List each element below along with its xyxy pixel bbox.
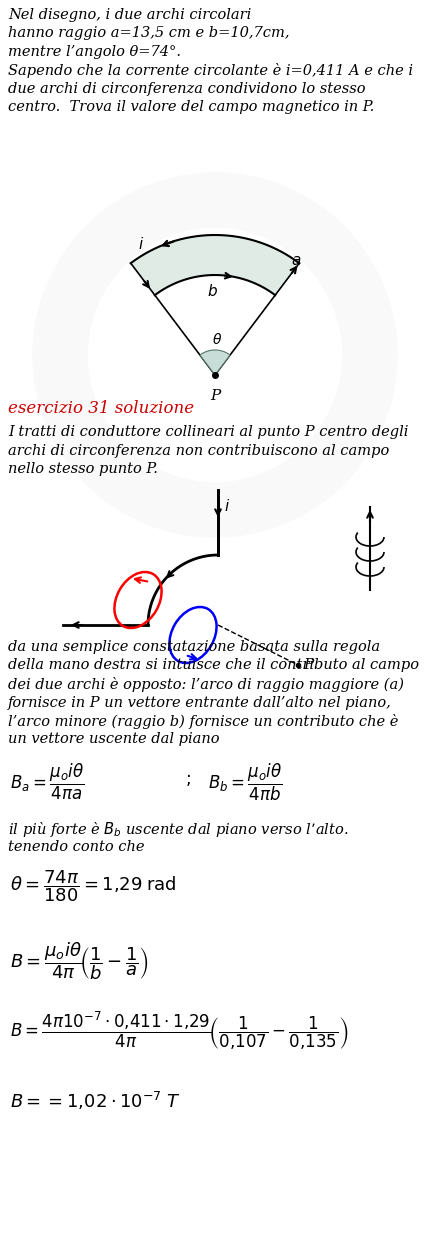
Text: $a$: $a$ bbox=[291, 254, 302, 267]
Text: un vettore uscente dal piano: un vettore uscente dal piano bbox=[8, 733, 219, 747]
Text: fornisce in P un vettore entrante dall’alto nel piano,: fornisce in P un vettore entrante dall’a… bbox=[8, 695, 392, 709]
Text: $B_a = \dfrac{\mu_o i\theta}{4\pi a}$: $B_a = \dfrac{\mu_o i\theta}{4\pi a}$ bbox=[10, 762, 84, 802]
Text: tenendo conto che: tenendo conto che bbox=[8, 840, 144, 853]
Text: da una semplice constatazione basata sulla regola: da una semplice constatazione basata sul… bbox=[8, 640, 380, 654]
Text: centro.  Trova il valore del campo magnetico in P.: centro. Trova il valore del campo magnet… bbox=[8, 100, 374, 114]
Text: l’arco minore (raggio b) fornisce un contributo che è: l’arco minore (raggio b) fornisce un con… bbox=[8, 714, 398, 729]
Text: due archi di circonferenza condividono lo stesso: due archi di circonferenza condividono l… bbox=[8, 82, 365, 95]
Text: $B = \dfrac{\mu_o i\theta}{4\pi}\!\left(\dfrac{1}{b} - \dfrac{1}{a}\right)$: $B = \dfrac{\mu_o i\theta}{4\pi}\!\left(… bbox=[10, 940, 149, 981]
Text: nello stesso punto P.: nello stesso punto P. bbox=[8, 462, 158, 476]
Text: $\theta = \dfrac{74\pi}{180} = 1{,}29 \; \mathrm{rad}$: $\theta = \dfrac{74\pi}{180} = 1{,}29 \;… bbox=[10, 868, 177, 904]
Text: $i$: $i$ bbox=[139, 236, 145, 252]
Text: $B == 1{,}02 \cdot 10^{-7} \; T$: $B == 1{,}02 \cdot 10^{-7} \; T$ bbox=[10, 1091, 181, 1112]
Text: $B = \dfrac{4\pi 10^{-7} \cdot 0{,}411 \cdot 1{,}29}{4\pi}\!\left(\dfrac{1}{0{,}: $B = \dfrac{4\pi 10^{-7} \cdot 0{,}411 \… bbox=[10, 1010, 349, 1052]
Text: $i$: $i$ bbox=[224, 498, 230, 515]
Text: $b$: $b$ bbox=[207, 284, 218, 299]
Text: P: P bbox=[210, 389, 220, 403]
Text: hanno raggio a=13,5 cm e b=10,7cm,: hanno raggio a=13,5 cm e b=10,7cm, bbox=[8, 26, 289, 40]
Text: $;$: $;$ bbox=[185, 771, 191, 788]
Text: Nel disegno, i due archi circolari: Nel disegno, i due archi circolari bbox=[8, 8, 251, 23]
Text: archi di circonferenza non contribuiscono al campo: archi di circonferenza non contribuiscon… bbox=[8, 443, 389, 458]
Text: dei due archi è opposto: l’arco di raggio maggiore (a): dei due archi è opposto: l’arco di raggi… bbox=[8, 676, 404, 692]
Text: $\theta$: $\theta$ bbox=[212, 331, 222, 346]
Text: P: P bbox=[303, 658, 313, 671]
Text: $B_b = \dfrac{\mu_o i\theta}{4\pi b}$: $B_b = \dfrac{\mu_o i\theta}{4\pi b}$ bbox=[208, 762, 283, 803]
Text: I tratti di conduttore collineari al punto P centro degli: I tratti di conduttore collineari al pun… bbox=[8, 425, 408, 439]
Text: mentre l’angolo θ=74°.: mentre l’angolo θ=74°. bbox=[8, 45, 181, 59]
Polygon shape bbox=[200, 350, 230, 375]
Text: esercizio 31 soluzione: esercizio 31 soluzione bbox=[8, 400, 194, 417]
Text: della mano destra si intuisce che il contributo al campo: della mano destra si intuisce che il con… bbox=[8, 659, 419, 673]
Text: Sapendo che la corrente circolante è i=0,411 A e che i: Sapendo che la corrente circolante è i=0… bbox=[8, 64, 413, 79]
Polygon shape bbox=[131, 235, 299, 295]
Text: il più forte è $B_b$ uscente dal piano verso l’alto.: il più forte è $B_b$ uscente dal piano v… bbox=[8, 820, 349, 840]
